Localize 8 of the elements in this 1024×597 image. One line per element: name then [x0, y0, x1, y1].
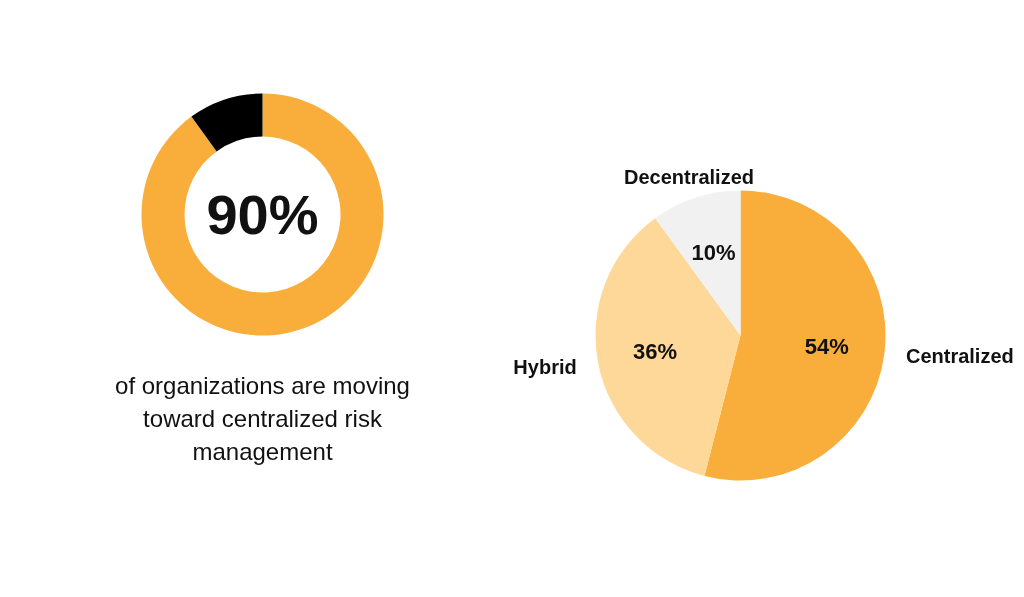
slice-label: Centralized [905, 345, 1014, 368]
text: of organizations are moving toward centralized risk management [115, 372, 410, 465]
slice-label: Hybrid [513, 355, 577, 378]
data-label: 10% [691, 240, 736, 266]
data-label: 36% [633, 339, 678, 365]
data-label: 54% [804, 333, 849, 359]
data-label: 90% [206, 183, 319, 246]
slice-label: Decentralized [623, 165, 755, 188]
